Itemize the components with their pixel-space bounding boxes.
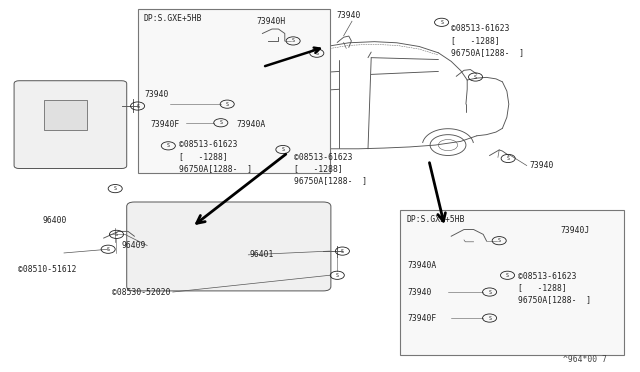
Text: 73940: 73940 <box>144 90 168 99</box>
Text: 73940: 73940 <box>408 288 432 296</box>
Text: 73940: 73940 <box>337 12 361 20</box>
Bar <box>138 9 330 173</box>
Text: S: S <box>474 74 477 80</box>
Text: 96401: 96401 <box>250 250 274 259</box>
Text: DP:S.GXE+5HB: DP:S.GXE+5HB <box>144 14 202 23</box>
Text: 73940A: 73940A <box>408 262 437 270</box>
Text: S: S <box>507 156 509 161</box>
Text: S: S <box>220 120 222 125</box>
Text: S: S <box>282 147 284 152</box>
Text: S: S <box>107 247 109 252</box>
Text: S: S <box>341 248 344 254</box>
Text: S: S <box>488 289 491 295</box>
Text: 73940F: 73940F <box>408 314 437 323</box>
Text: S: S <box>440 20 443 25</box>
Bar <box>400 210 624 355</box>
Text: ©08513-61623
[   -1288]
96750A[1288-  ]: ©08513-61623 [ -1288] 96750A[1288- ] <box>451 24 524 57</box>
Text: 73940: 73940 <box>530 161 554 170</box>
Text: S: S <box>316 51 318 56</box>
Text: 96400: 96400 <box>42 216 67 225</box>
Text: 96409: 96409 <box>122 241 146 250</box>
Text: ©08513-61623
[   -1288]
96750A[1288-  ]: ©08513-61623 [ -1288] 96750A[1288- ] <box>294 153 367 185</box>
Text: 73940A: 73940A <box>237 120 266 129</box>
Text: S: S <box>167 143 170 148</box>
Text: ©08530-52020: ©08530-52020 <box>112 288 170 296</box>
FancyBboxPatch shape <box>14 81 127 169</box>
Bar <box>44 100 87 130</box>
Text: ©08513-61623
[   -1288]
96750A[1288-  ]: ©08513-61623 [ -1288] 96750A[1288- ] <box>518 272 591 304</box>
Text: ©08513-61623
[   -1288]
96750A[1288-  ]: ©08513-61623 [ -1288] 96750A[1288- ] <box>179 140 252 173</box>
Text: 73940H: 73940H <box>256 17 285 26</box>
Text: S: S <box>336 273 339 278</box>
Text: S: S <box>498 238 500 243</box>
Text: S: S <box>506 273 509 278</box>
Text: ^964*00 7: ^964*00 7 <box>563 355 607 364</box>
Text: 73940J: 73940J <box>560 226 589 235</box>
Text: 73940F: 73940F <box>150 120 180 129</box>
Text: S: S <box>115 232 118 237</box>
Text: S: S <box>292 38 294 44</box>
FancyBboxPatch shape <box>127 202 331 291</box>
Text: ©08510-51612: ©08510-51612 <box>18 265 76 274</box>
Text: S: S <box>114 186 116 191</box>
Text: S: S <box>136 103 139 109</box>
Text: S: S <box>226 102 228 107</box>
Text: S: S <box>488 315 491 321</box>
Text: DP:S.GXE+5HB: DP:S.GXE+5HB <box>406 215 465 224</box>
